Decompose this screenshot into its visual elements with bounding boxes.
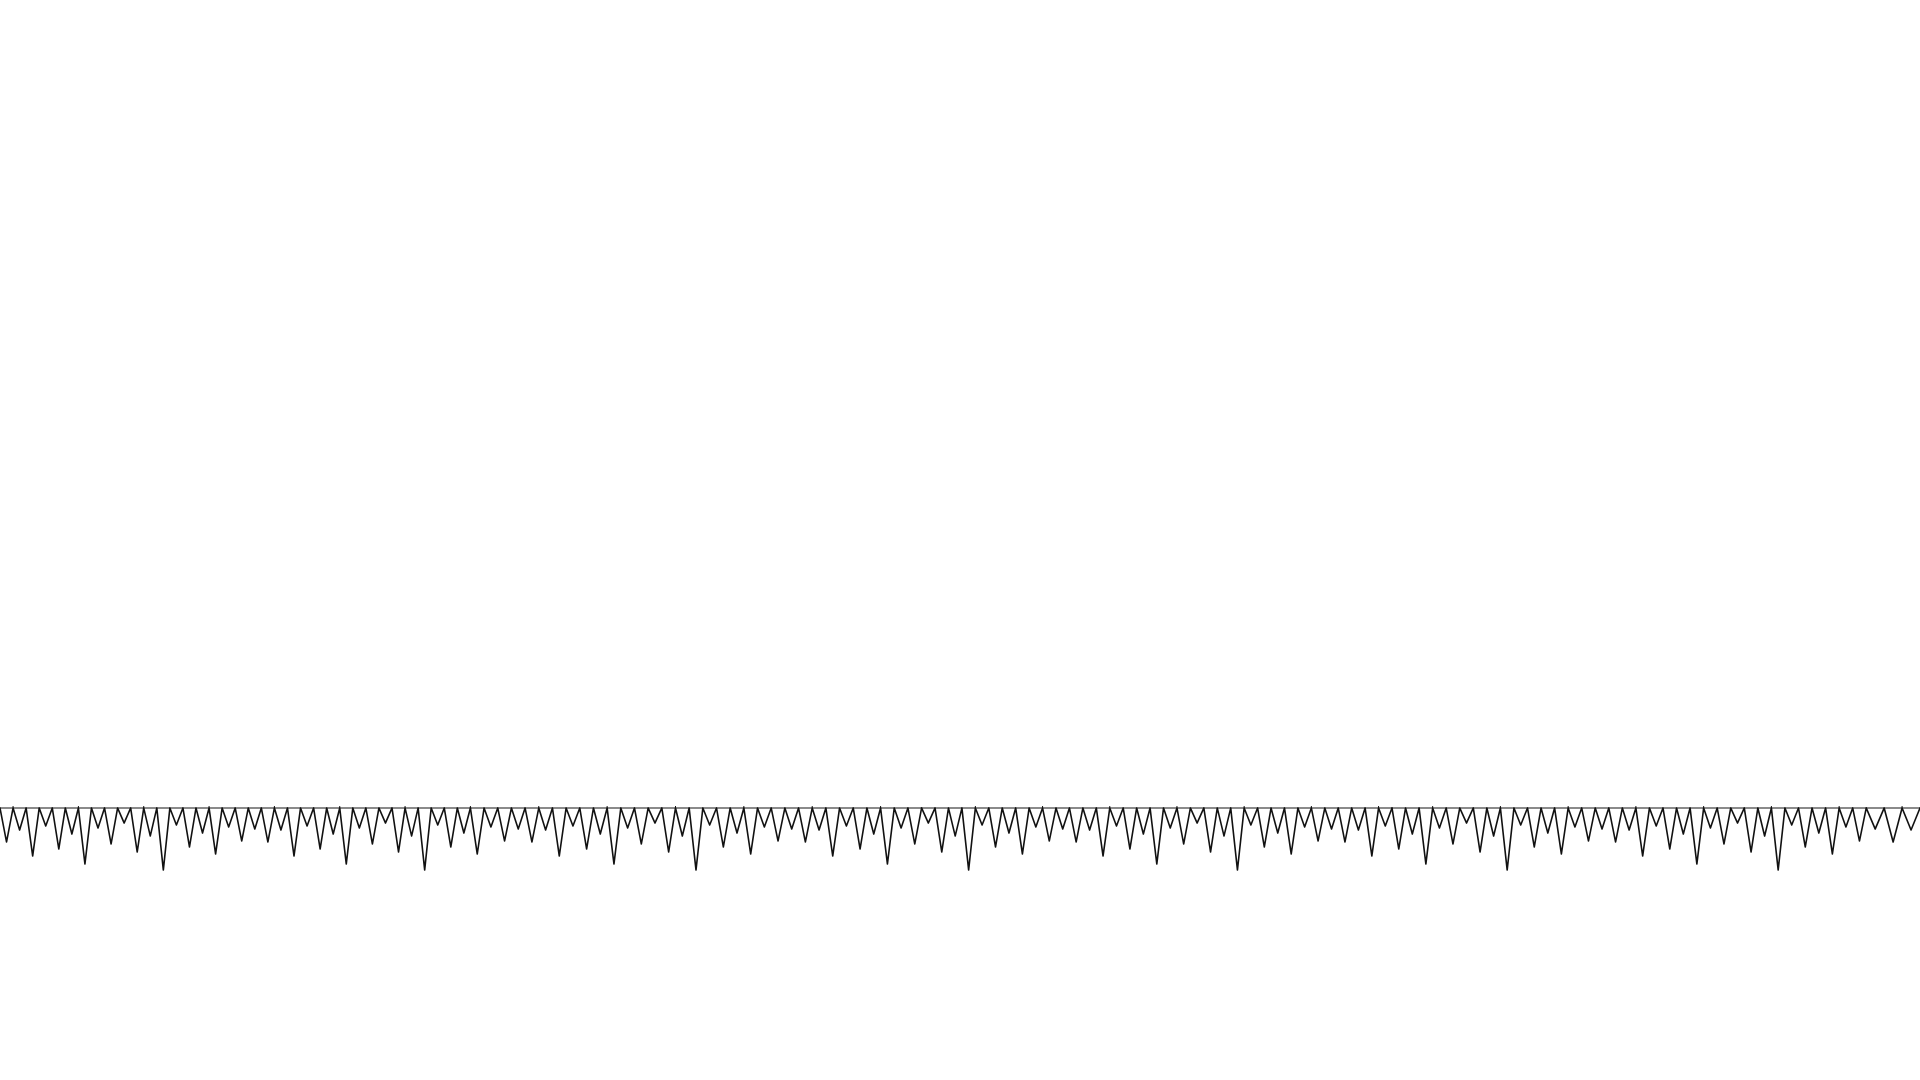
- waveform-segment: [469, 807, 923, 871]
- waveform-segment: [1391, 807, 1868, 871]
- waveform-segment: [0, 807, 472, 871]
- waveform-svg: [0, 806, 1920, 871]
- waveform-segment: [920, 807, 1393, 871]
- waveform-group: [0, 806, 1920, 871]
- waveform-segment: [1865, 807, 1920, 843]
- waveform-strip: [0, 790, 1920, 910]
